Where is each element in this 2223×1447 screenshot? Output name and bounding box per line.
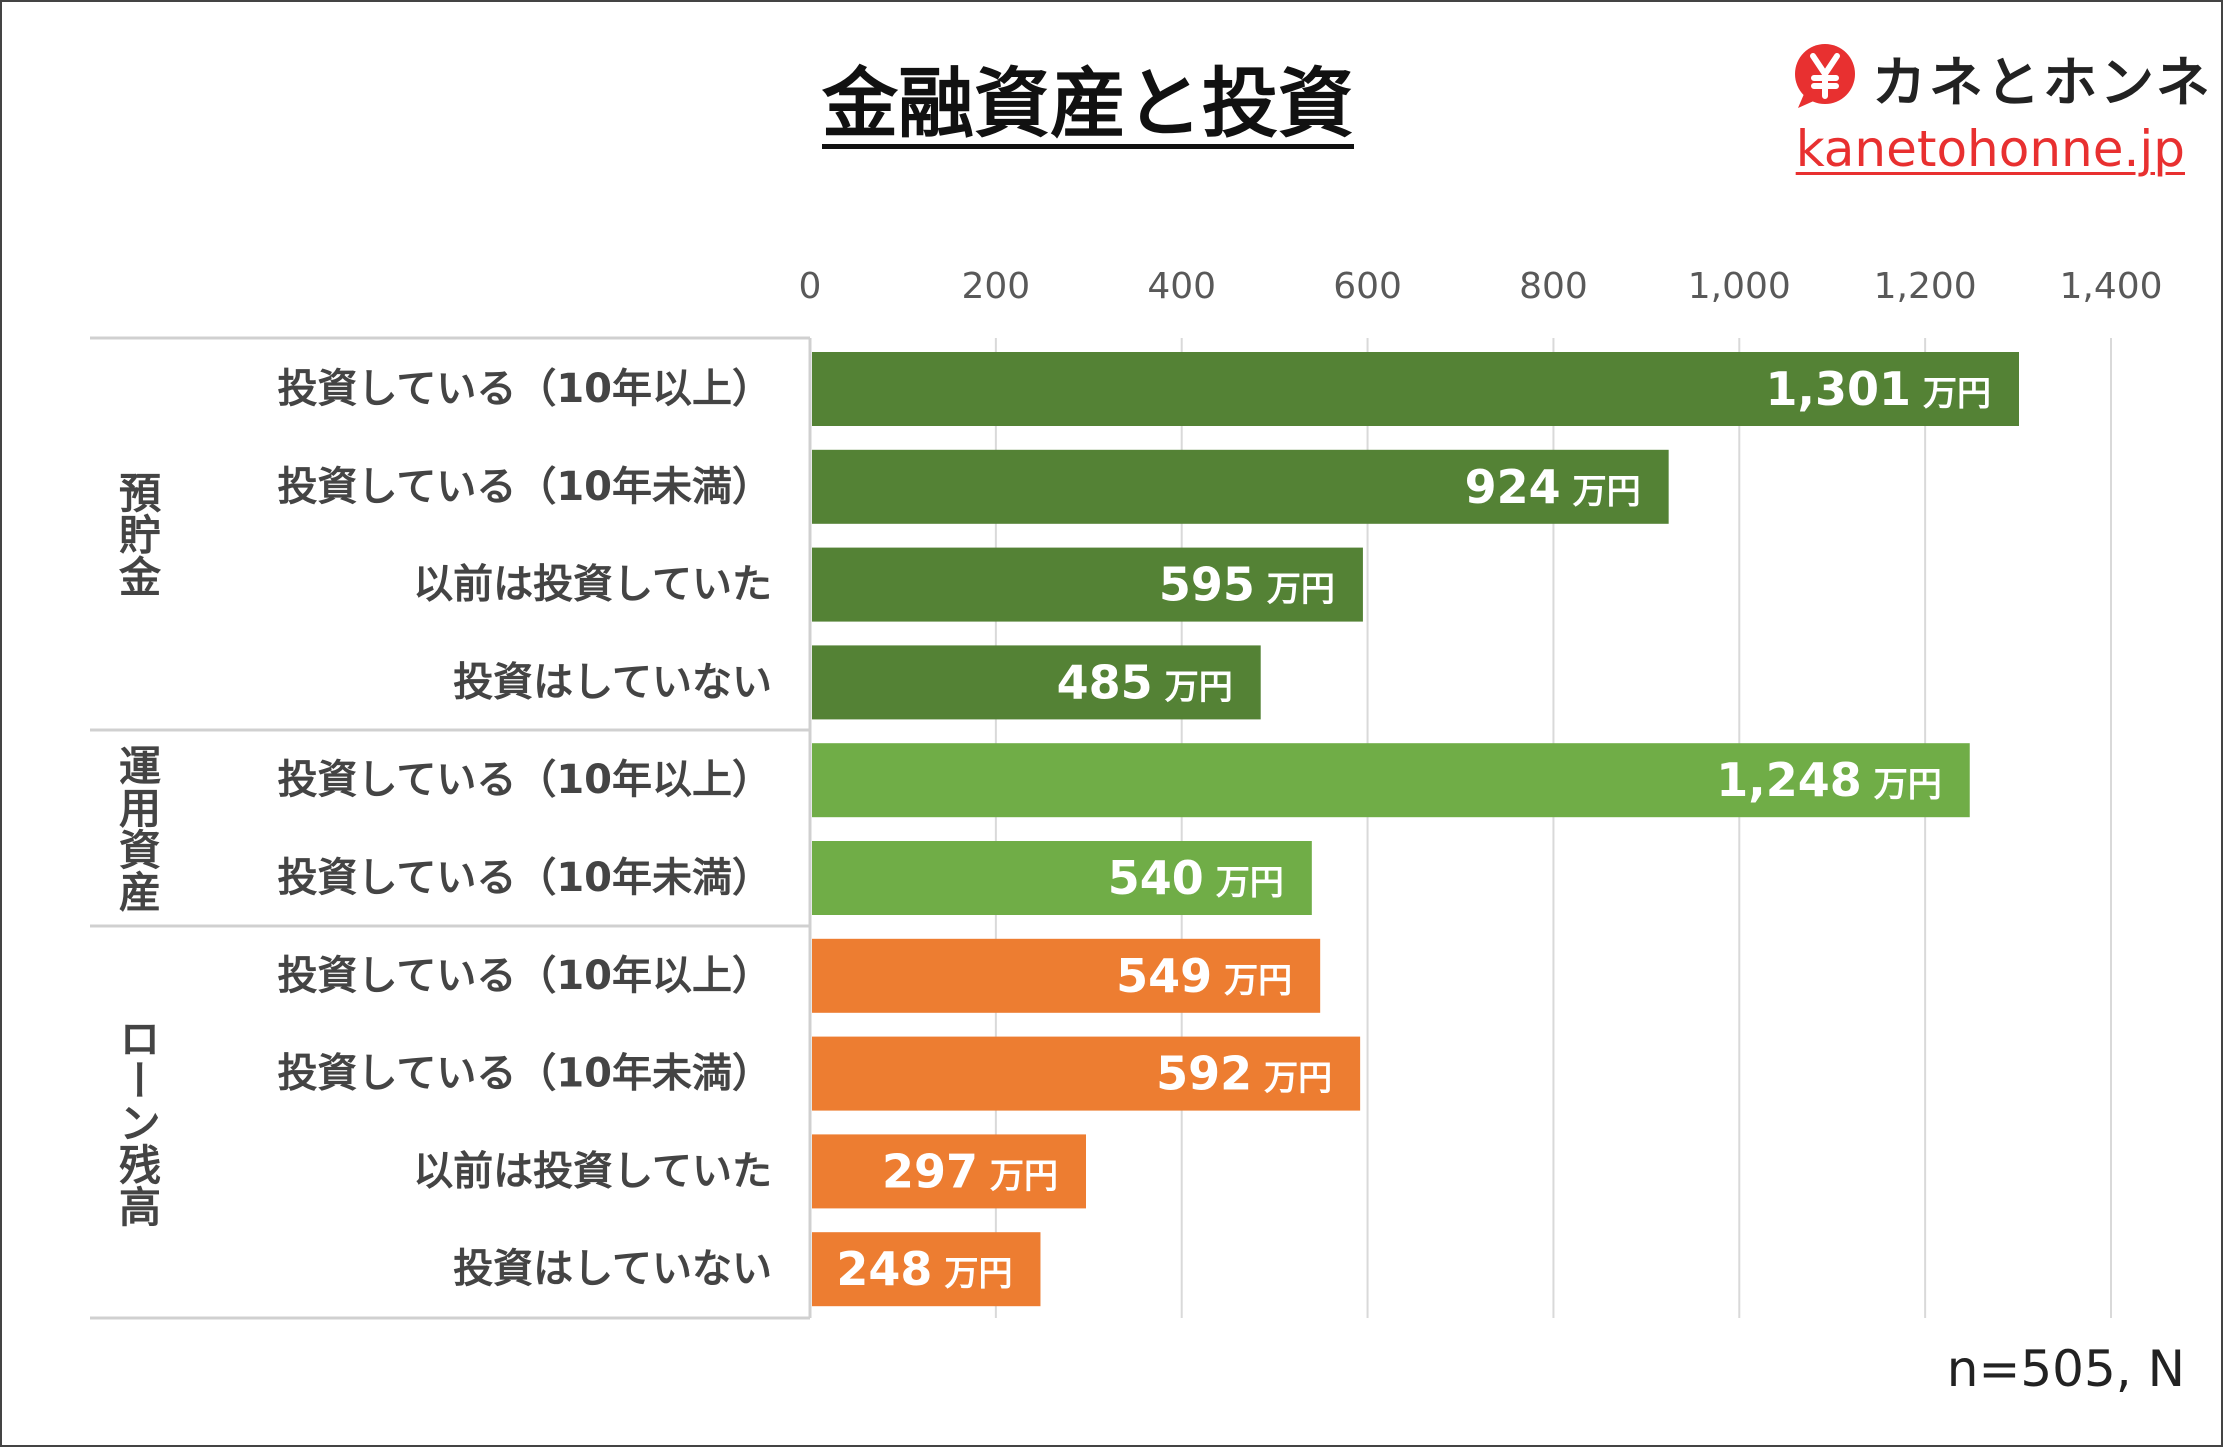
data-label: 485 万円	[1057, 655, 1233, 709]
bar	[812, 449, 1669, 524]
x-tick-label: 200	[961, 266, 1030, 307]
x-tick-label: 1,200	[1874, 266, 1977, 307]
data-label-value: 592	[1156, 1047, 1252, 1101]
data-label: 540 万円	[1108, 851, 1284, 905]
bar	[812, 1036, 1361, 1111]
data-label-value: 297	[882, 1144, 978, 1198]
data-label-unit: 万円	[944, 1254, 1012, 1294]
category-label: 投資している（10年未満）	[278, 1051, 772, 1097]
data-label-value: 1,248	[1716, 753, 1862, 807]
data-label-value: 549	[1116, 949, 1212, 1003]
sample-size-note: n=505, N	[1946, 1340, 2185, 1398]
data-label-value: 1,301	[1765, 362, 1911, 416]
category-label: 投資している（10年以上）	[278, 757, 772, 803]
data-label-unit: 万円	[1573, 472, 1641, 512]
category-label: 以前は投資していた	[413, 562, 772, 608]
chart-title: 金融資産と投資	[822, 59, 1354, 148]
data-label: 248 万円	[836, 1242, 1012, 1296]
data-label: 592 万円	[1156, 1047, 1332, 1101]
bar	[812, 547, 1363, 622]
category-label: 投資している（10年以上）	[278, 366, 772, 412]
x-tick-label: 0	[799, 266, 822, 307]
group-label: 運用資産	[113, 744, 162, 913]
data-label-value: 595	[1159, 558, 1255, 612]
data-label-unit: 万円	[1216, 863, 1284, 903]
data-label: 924 万円	[1465, 460, 1641, 514]
brand-name: カネとホンネ	[1872, 50, 2213, 114]
data-label-unit: 万円	[1224, 961, 1292, 1001]
category-label: 投資はしていない	[453, 1246, 772, 1292]
brand-url-link[interactable]: kanetohonne.jp	[1795, 120, 2185, 178]
x-tick-label: 400	[1147, 266, 1216, 307]
bar	[812, 1232, 1041, 1307]
group-label: 預貯金	[113, 471, 162, 597]
bar	[812, 938, 1321, 1013]
data-label-unit: 万円	[1923, 374, 1991, 414]
data-label: 549 万円	[1116, 949, 1292, 1003]
bar	[812, 352, 2020, 426]
bar	[812, 645, 1261, 720]
category-label: 投資している（10年以上）	[278, 953, 772, 999]
category-label: 投資はしていない	[453, 659, 772, 705]
category-frame	[90, 336, 812, 1320]
data-label-value: 924	[1465, 460, 1561, 514]
category-labels: 投資している（10年以上）投資している（10年未満）以前は投資していた投資はして…	[278, 366, 772, 1292]
data-label-unit: 万円	[1874, 765, 1942, 805]
data-label-value: 248	[836, 1242, 932, 1296]
category-label: 投資している（10年未満）	[278, 464, 772, 510]
yen-icon	[1795, 44, 1855, 108]
data-label-value: 540	[1108, 851, 1204, 905]
data-label-unit: 万円	[1267, 570, 1335, 610]
data-label-value: 485	[1057, 655, 1153, 709]
x-tick-label: 600	[1333, 266, 1402, 307]
x-tick-label: 1,400	[2059, 266, 2162, 307]
x-tick-label: 800	[1519, 266, 1588, 307]
group-label: ローン残高	[113, 1017, 162, 1227]
data-label-unit: 万円	[1165, 667, 1233, 707]
bar	[812, 1134, 1086, 1209]
brand-logo[interactable]: カネとホンネ	[1790, 40, 2213, 114]
category-label: 以前は投資していた	[413, 1148, 772, 1194]
x-tick-label: 1,000	[1688, 266, 1791, 307]
bar	[812, 841, 1312, 915]
bar	[812, 743, 1970, 818]
data-label-unit: 万円	[990, 1156, 1058, 1196]
x-axis-ticks: 0 200 400 600 800 1,000 1,200 1,400	[799, 266, 2163, 307]
data-label: 595 万円	[1159, 558, 1335, 612]
data-label: 297 万円	[882, 1144, 1058, 1198]
data-label-unit: 万円	[1264, 1059, 1332, 1099]
data-label: 1,301 万円	[1765, 362, 1991, 416]
category-label: 投資している（10年未満）	[278, 855, 772, 901]
data-label: 1,248 万円	[1716, 753, 1942, 807]
